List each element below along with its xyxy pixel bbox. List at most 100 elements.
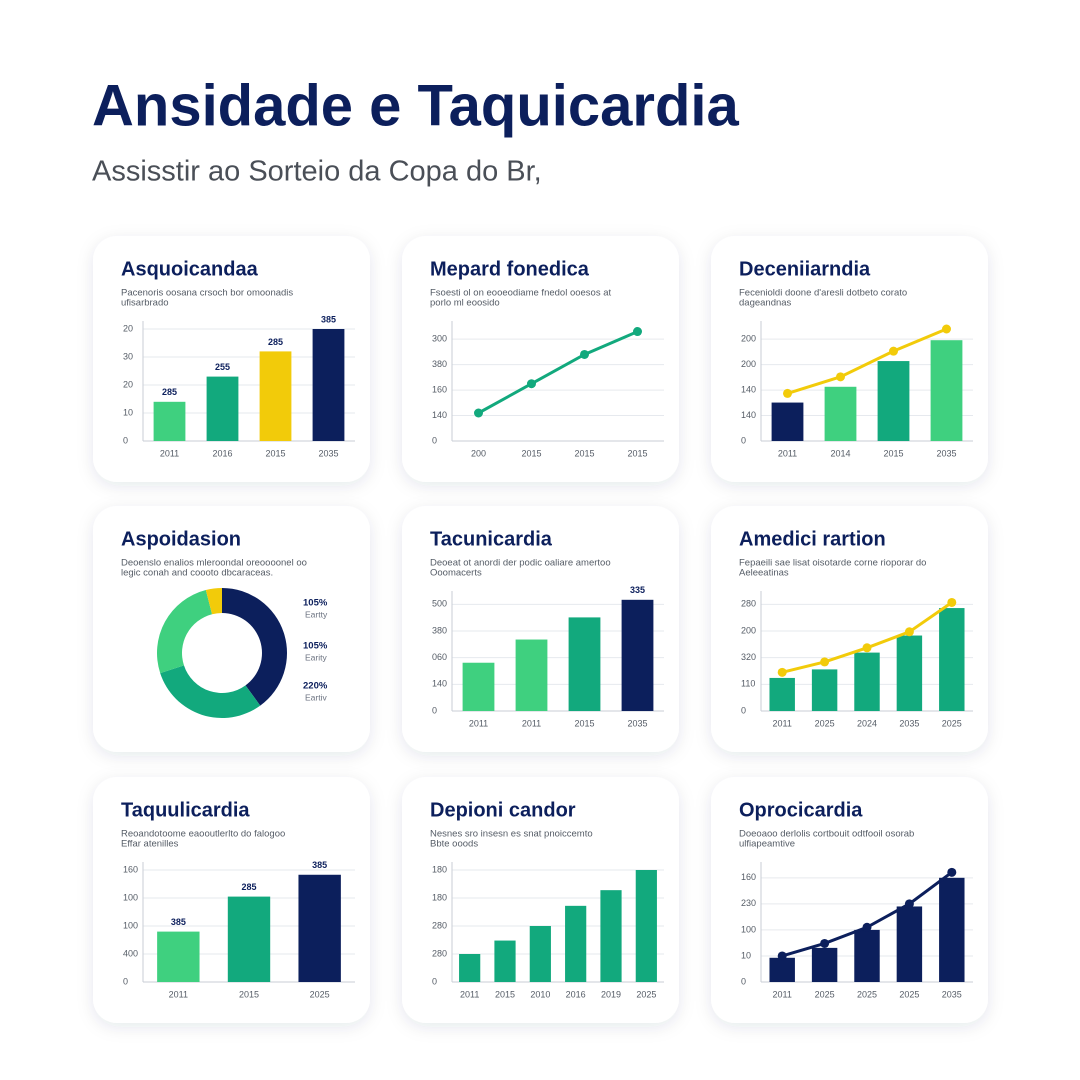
line-point (947, 597, 957, 607)
x-tick-label: 2016 (566, 989, 586, 999)
x-tick-label: 2035 (942, 989, 962, 999)
x-tick-label: 2015 (495, 989, 515, 999)
card-subtitle: dageandnas (739, 298, 792, 309)
y-tick-label: 200 (741, 359, 756, 369)
card-subtitle: Ooomacerts (430, 568, 482, 579)
card (93, 506, 370, 752)
line-point (947, 867, 957, 877)
line-point (474, 408, 483, 418)
bar (312, 329, 345, 441)
card-subtitle: ulfiapeamtive (739, 839, 795, 850)
legend-value: 105% (303, 641, 328, 652)
card-subtitle: Pacenoris oosana crsoch bor omoonadis (121, 288, 293, 299)
line-point (836, 372, 845, 382)
y-tick-label: 0 (432, 435, 437, 445)
x-tick-label: 2016 (212, 448, 232, 458)
line-point (942, 324, 951, 334)
y-tick-label: 200 (741, 625, 756, 635)
bar (568, 617, 601, 711)
bar-annotation: 255 (215, 362, 230, 372)
card-title: Oprocicardia (739, 799, 863, 821)
x-tick-label: 2024 (857, 718, 877, 728)
line-point (777, 667, 787, 677)
x-tick-label: 2025 (815, 989, 835, 999)
x-tick-label: 2011 (773, 989, 792, 999)
line-point (527, 379, 536, 389)
y-tick-label: 160 (123, 864, 138, 874)
x-tick-label: 2015 (574, 718, 594, 728)
page-title: Ansidade e Taquicardia (92, 73, 740, 138)
bar (896, 906, 923, 982)
x-tick-label: 2011 (522, 718, 541, 728)
card-subtitle: Deoenslo enalios mleroondal oreoooonel o… (121, 558, 307, 569)
card-title: Asquoicandaa (121, 258, 259, 280)
card (402, 236, 679, 482)
bar (854, 652, 880, 711)
bar (259, 351, 292, 441)
y-tick-label: 0 (123, 976, 128, 986)
y-tick-label: 10 (741, 950, 751, 960)
x-tick-label: 2025 (310, 989, 330, 999)
y-tick-label: 100 (741, 924, 756, 934)
legend-value: 220% (303, 681, 328, 692)
bar (811, 669, 838, 711)
legend-name: Eartiv (305, 692, 327, 702)
x-tick-label: 2015 (627, 448, 647, 458)
bar (515, 639, 548, 711)
donut-segment (156, 590, 213, 674)
x-tick-label: 2025 (636, 989, 656, 999)
bar (206, 376, 239, 441)
line-point (783, 388, 792, 398)
y-tick-label: 0 (741, 705, 746, 715)
y-tick-label: 100 (123, 892, 138, 902)
bar (298, 874, 341, 982)
donut-segment (222, 588, 288, 706)
bar (529, 926, 551, 982)
card-subtitle: Effar atenilles (121, 839, 179, 850)
y-tick-label: 140 (741, 410, 756, 420)
line-point (633, 327, 642, 337)
y-tick-label: 100 (123, 920, 138, 930)
x-tick-label: 2025 (942, 718, 962, 728)
y-tick-label: 180 (432, 892, 447, 902)
card-title: Amedici rartion (739, 528, 886, 550)
bar (462, 662, 495, 711)
y-tick-label: 320 (741, 652, 756, 662)
card-subtitle: porlo ml eoosido (430, 298, 500, 309)
card-subtitle: Fecenioldi doone d'aresli dotbeto corato (739, 288, 907, 299)
card-subtitle: Deoeat ot anordi der podic oaliare amert… (430, 558, 611, 569)
x-tick-label: 2015 (574, 448, 594, 458)
bar (153, 401, 186, 441)
card-subtitle: legic conah and coooto dbcaraceas. (121, 568, 273, 579)
line-point (904, 627, 914, 637)
card-subtitle: Reoandotoome eaooutlerlto do falogoo (121, 829, 285, 840)
card-title: Aspoidasion (121, 528, 241, 550)
donut-segment (160, 665, 261, 719)
legend-name: Earity (305, 652, 327, 662)
line-point (889, 346, 898, 356)
card-subtitle: Nesnes sro insesn es snat pnoiccemto (430, 829, 593, 840)
x-tick-label: 2011 (169, 989, 188, 999)
bar (930, 340, 963, 441)
x-tick-label: 2011 (460, 989, 479, 999)
bar (896, 635, 923, 711)
card-title: Tacunicardia (430, 528, 553, 550)
x-tick-label: 200 (471, 448, 486, 458)
card-subtitle: Fsoesti ol on eooeodiame fnedol ooesos a… (430, 288, 612, 299)
card-title: Depioni candor (430, 799, 576, 821)
y-tick-label: 500 (432, 599, 447, 609)
y-tick-label: 230 (741, 898, 756, 908)
x-tick-label: 2035 (627, 718, 647, 728)
x-tick-label: 2015 (265, 448, 285, 458)
bar (939, 608, 965, 711)
x-tick-label: 2025 (857, 989, 877, 999)
x-tick-label: 2015 (521, 448, 541, 458)
card-title: Deceniiarndia (739, 258, 871, 280)
y-tick-label: 200 (741, 334, 756, 344)
x-tick-label: 2019 (601, 989, 621, 999)
bar-annotation: 385 (171, 917, 186, 927)
y-tick-label: 110 (741, 679, 755, 689)
y-tick-label: 380 (432, 359, 447, 369)
y-tick-label: 0 (432, 976, 437, 986)
